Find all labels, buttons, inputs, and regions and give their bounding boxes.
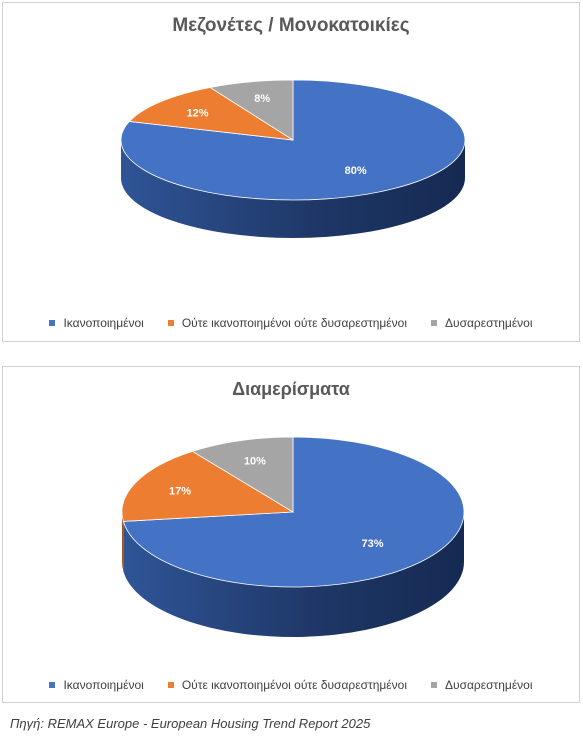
data-label: 8% <box>254 93 270 105</box>
legend-swatch-blue <box>49 682 56 688</box>
pie-chart-1: 80% 12% 8% <box>120 79 466 238</box>
chart-panel-1: Μεζονέτες / Μονοκατοικίες 80% 12% 8% Ικανο… <box>2 2 580 342</box>
data-label: 73% <box>362 538 384 550</box>
chart-panel-2: Διαμερίσματα 73% 17% 10% Ικανοποιημένοι Ού… <box>2 366 580 703</box>
legend-swatch-blue <box>49 320 56 326</box>
data-label: 17% <box>169 486 191 498</box>
pie-side-wall <box>121 140 465 238</box>
legend-1: Ικανοποιημένοι Ούτε ικανοποιημένοι ούτε … <box>3 316 579 330</box>
pie-side-wall <box>122 512 124 572</box>
data-label: 80% <box>345 165 367 177</box>
legend-label: Ικανοποιημένοι <box>63 316 144 330</box>
legend-label: Ούτε ικανοποιημένοι ούτε δυσαρεστημένοι <box>181 678 407 692</box>
legend-swatch-orange <box>167 682 174 688</box>
pie-slice-Δυσαρεστημένοι <box>191 436 294 513</box>
chart-title-2: Διαμερίσματα <box>232 379 350 399</box>
legend-item-neutral: Ούτε ικανοποιημένοι ούτε δυσαρεστημένοι <box>167 678 407 692</box>
legend-label: Δυσαρεστημένοι <box>445 678 533 692</box>
legend-swatch-gray <box>431 682 437 688</box>
legend-swatch-orange <box>167 320 174 326</box>
chart-title-1: Μεζονέτες / Μονοκατοικίες <box>172 15 410 36</box>
data-label: 10% <box>244 456 266 468</box>
legend-item-satisfied: Ικανοποιημένοι <box>49 678 144 692</box>
data-label: 12% <box>187 107 209 119</box>
legend-label: Ούτε ικανοποιημένοι ούτε δυσαρεστημένοι <box>181 316 407 330</box>
legend-2: Ικανοποιημένοι Ούτε ικανοποιημένοι ούτε … <box>3 678 579 692</box>
legend-label: Δυσαρεστημένοι <box>445 316 533 330</box>
pie-slice-Δυσαρεστημένοι <box>209 79 294 141</box>
pie-slice-Ούτε-ικανοποιημένοι-ούτε-δυσαρεστημένοι <box>121 450 295 522</box>
pie-slice-Ούτε-ικανοποιημένοι-ούτε-δυσαρεστημένοι <box>128 86 294 141</box>
legend-label: Ικανοποιημένοι <box>63 678 144 692</box>
pie-side-wall <box>123 512 465 638</box>
legend-item-dissatisfied: Δυσαρεστημένοι <box>431 678 533 692</box>
source-note: Πηγή: REMAX Europe - European Housing Tr… <box>10 716 371 731</box>
legend-item-satisfied: Ικανοποιημένοι <box>49 316 144 330</box>
legend-swatch-gray <box>431 320 437 326</box>
legend-item-dissatisfied: Δυσαρεστημένοι <box>431 316 533 330</box>
legend-item-neutral: Ούτε ικανοποιημένοι ούτε δυσαρεστημένοι <box>167 316 407 330</box>
pie-chart-2: 73% 17% 10% <box>121 436 465 638</box>
